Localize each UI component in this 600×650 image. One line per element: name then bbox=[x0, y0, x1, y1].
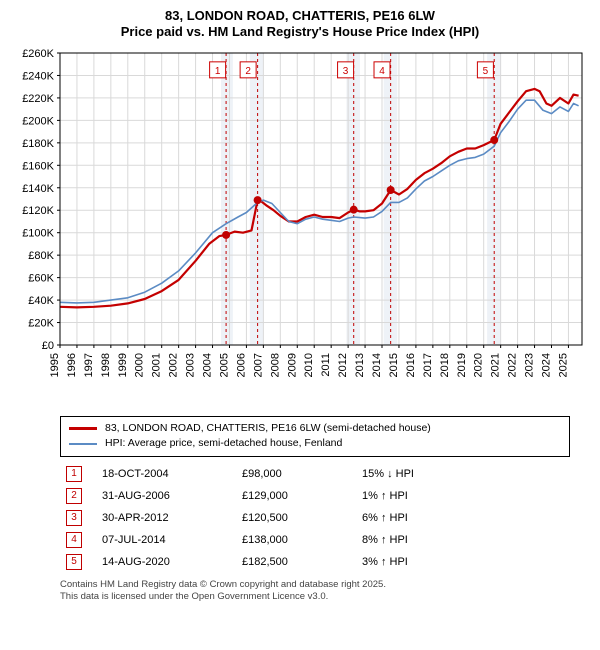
svg-text:£200K: £200K bbox=[22, 115, 54, 127]
event-price: £120,500 bbox=[236, 507, 356, 529]
svg-text:£120K: £120K bbox=[22, 205, 54, 217]
chart: £0 £20K £40K £60K £80K £100K £120K £140K £160K £1… bbox=[10, 45, 590, 410]
legend-row-2: HPI: Average price, semi-detached house,… bbox=[69, 436, 561, 452]
svg-text:2025: 2025 bbox=[557, 353, 569, 377]
event-date: 31-AUG-2006 bbox=[96, 485, 236, 507]
svg-text:1: 1 bbox=[215, 65, 221, 76]
svg-text:2015: 2015 bbox=[388, 353, 400, 377]
svg-text:4: 4 bbox=[379, 65, 385, 76]
svg-text:£260K: £260K bbox=[22, 48, 54, 60]
legend: 83, LONDON ROAD, CHATTERIS, PE16 6LW (se… bbox=[60, 416, 570, 458]
footer: Contains HM Land Registry data © Crown c… bbox=[60, 579, 570, 604]
svg-text:2012: 2012 bbox=[337, 353, 349, 377]
event-date: 30-APR-2012 bbox=[96, 507, 236, 529]
svg-text:2004: 2004 bbox=[202, 353, 214, 377]
svg-text:2020: 2020 bbox=[473, 353, 485, 377]
event-row: 4 07-JUL-2014£138,0008% ↑ HPI bbox=[60, 529, 570, 551]
svg-text:2024: 2024 bbox=[540, 353, 552, 377]
svg-text:£80K: £80K bbox=[28, 250, 54, 262]
svg-text:2007: 2007 bbox=[252, 353, 264, 377]
event-row: 5 14-AUG-2020£182,5003% ↑ HPI bbox=[60, 551, 570, 573]
svg-text:2001: 2001 bbox=[151, 353, 163, 377]
svg-text:£160K: £160K bbox=[22, 160, 54, 172]
svg-text:1997: 1997 bbox=[83, 353, 95, 377]
legend-row-1: 83, LONDON ROAD, CHATTERIS, PE16 6LW (se… bbox=[69, 421, 561, 437]
svg-text:2009: 2009 bbox=[286, 353, 298, 377]
svg-text:5: 5 bbox=[483, 65, 489, 76]
event-diff: 15% ↓ HPI bbox=[356, 463, 570, 485]
svg-text:2014: 2014 bbox=[371, 353, 383, 377]
svg-text:2023: 2023 bbox=[524, 353, 536, 377]
event-date: 14-AUG-2020 bbox=[96, 551, 236, 573]
svg-text:2011: 2011 bbox=[320, 353, 332, 377]
legend-label-1: 83, LONDON ROAD, CHATTERIS, PE16 6LW (se… bbox=[105, 421, 431, 437]
chart-svg: £0 £20K £40K £60K £80K £100K £120K £140K £160K £1… bbox=[10, 45, 590, 405]
svg-text:£100K: £100K bbox=[22, 227, 54, 239]
svg-text:3: 3 bbox=[343, 65, 349, 76]
svg-text:2017: 2017 bbox=[422, 353, 434, 377]
svg-text:£180K: £180K bbox=[22, 137, 54, 149]
svg-text:2018: 2018 bbox=[439, 353, 451, 377]
event-date: 07-JUL-2014 bbox=[96, 529, 236, 551]
footer-line-1: Contains HM Land Registry data © Crown c… bbox=[60, 579, 570, 591]
event-diff: 1% ↑ HPI bbox=[356, 485, 570, 507]
svg-text:£0: £0 bbox=[42, 340, 54, 352]
svg-text:£40K: £40K bbox=[28, 295, 54, 307]
svg-text:£60K: £60K bbox=[28, 272, 54, 284]
event-row: 2 31-AUG-2006£129,0001% ↑ HPI bbox=[60, 485, 570, 507]
event-marker-box: 3 bbox=[66, 510, 82, 526]
footer-line-2: This data is licensed under the Open Gov… bbox=[60, 591, 570, 603]
svg-text:£240K: £240K bbox=[22, 70, 54, 82]
events-table: 1 18-OCT-2004£98,00015% ↓ HPI 2 31-AUG-2006… bbox=[60, 463, 570, 573]
svg-text:2016: 2016 bbox=[405, 353, 417, 377]
event-price: £98,000 bbox=[236, 463, 356, 485]
event-diff: 6% ↑ HPI bbox=[356, 507, 570, 529]
chart-container: 83, LONDON ROAD, CHATTERIS, PE16 6LW Pri… bbox=[0, 0, 600, 610]
svg-text:2008: 2008 bbox=[269, 353, 281, 377]
svg-text:2002: 2002 bbox=[168, 353, 180, 377]
svg-text:2: 2 bbox=[245, 65, 251, 76]
legend-swatch-2 bbox=[69, 443, 97, 445]
svg-text:2019: 2019 bbox=[456, 353, 468, 377]
svg-text:1995: 1995 bbox=[49, 353, 61, 377]
svg-text:2006: 2006 bbox=[235, 353, 247, 377]
svg-text:2000: 2000 bbox=[134, 353, 146, 377]
svg-text:1999: 1999 bbox=[117, 353, 129, 377]
svg-text:2005: 2005 bbox=[218, 353, 230, 377]
svg-text:2010: 2010 bbox=[303, 353, 315, 377]
title-block: 83, LONDON ROAD, CHATTERIS, PE16 6LW Pri… bbox=[10, 8, 590, 41]
svg-text:2003: 2003 bbox=[185, 353, 197, 377]
svg-text:2021: 2021 bbox=[490, 353, 502, 377]
event-diff: 3% ↑ HPI bbox=[356, 551, 570, 573]
svg-text:2022: 2022 bbox=[507, 353, 519, 377]
event-row: 3 30-APR-2012£120,5006% ↑ HPI bbox=[60, 507, 570, 529]
legend-label-2: HPI: Average price, semi-detached house,… bbox=[105, 436, 342, 452]
event-marker-box: 1 bbox=[66, 466, 82, 482]
svg-text:2013: 2013 bbox=[354, 353, 366, 377]
svg-text:1998: 1998 bbox=[100, 353, 112, 377]
event-date: 18-OCT-2004 bbox=[96, 463, 236, 485]
title-line-2: Price paid vs. HM Land Registry's House … bbox=[10, 24, 590, 40]
title-line-1: 83, LONDON ROAD, CHATTERIS, PE16 6LW bbox=[10, 8, 590, 24]
event-marker-box: 2 bbox=[66, 488, 82, 504]
svg-text:1996: 1996 bbox=[66, 353, 78, 377]
event-price: £129,000 bbox=[236, 485, 356, 507]
legend-swatch-1 bbox=[69, 427, 97, 430]
event-diff: 8% ↑ HPI bbox=[356, 529, 570, 551]
event-marker-box: 5 bbox=[66, 554, 82, 570]
svg-text:£20K: £20K bbox=[28, 317, 54, 329]
svg-text:£220K: £220K bbox=[22, 92, 54, 104]
event-row: 1 18-OCT-2004£98,00015% ↓ HPI bbox=[60, 463, 570, 485]
event-price: £138,000 bbox=[236, 529, 356, 551]
event-price: £182,500 bbox=[236, 551, 356, 573]
svg-text:£140K: £140K bbox=[22, 182, 54, 194]
event-marker-box: 4 bbox=[66, 532, 82, 548]
